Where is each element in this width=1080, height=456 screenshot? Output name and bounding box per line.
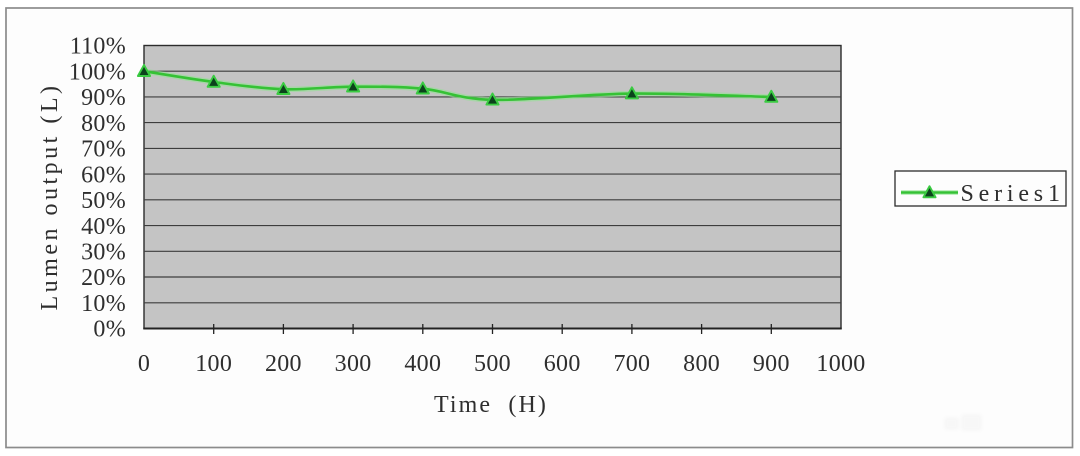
svg-text:Lumen output (L): Lumen output (L)	[37, 83, 63, 311]
svg-text:80%: 80%	[81, 111, 126, 137]
svg-text:30%: 30%	[81, 240, 126, 266]
svg-text:500: 500	[474, 351, 511, 377]
svg-text:110%: 110%	[70, 34, 126, 60]
svg-text:100: 100	[195, 351, 232, 377]
svg-text:0: 0	[138, 351, 150, 377]
svg-text:200: 200	[265, 351, 302, 377]
svg-text:90%: 90%	[81, 85, 126, 111]
svg-text:Time (H): Time (H)	[434, 392, 548, 418]
svg-text:60%: 60%	[81, 162, 126, 188]
svg-text:10%: 10%	[81, 291, 126, 317]
svg-text:40%: 40%	[81, 214, 126, 240]
svg-text:0%: 0%	[93, 317, 126, 343]
svg-text:700: 700	[613, 351, 650, 377]
svg-text:20%: 20%	[81, 265, 126, 291]
svg-text:300: 300	[335, 351, 372, 377]
svg-text:70%: 70%	[81, 137, 126, 163]
svg-text:1000: 1000	[816, 351, 865, 377]
svg-text:900: 900	[753, 351, 790, 377]
svg-text:800: 800	[683, 351, 720, 377]
svg-text:Series1: Series1	[961, 181, 1065, 207]
svg-text:50%: 50%	[81, 188, 126, 214]
svg-text:600: 600	[544, 351, 581, 377]
svg-text:400: 400	[404, 351, 441, 377]
svg-text:100%: 100%	[69, 59, 126, 85]
